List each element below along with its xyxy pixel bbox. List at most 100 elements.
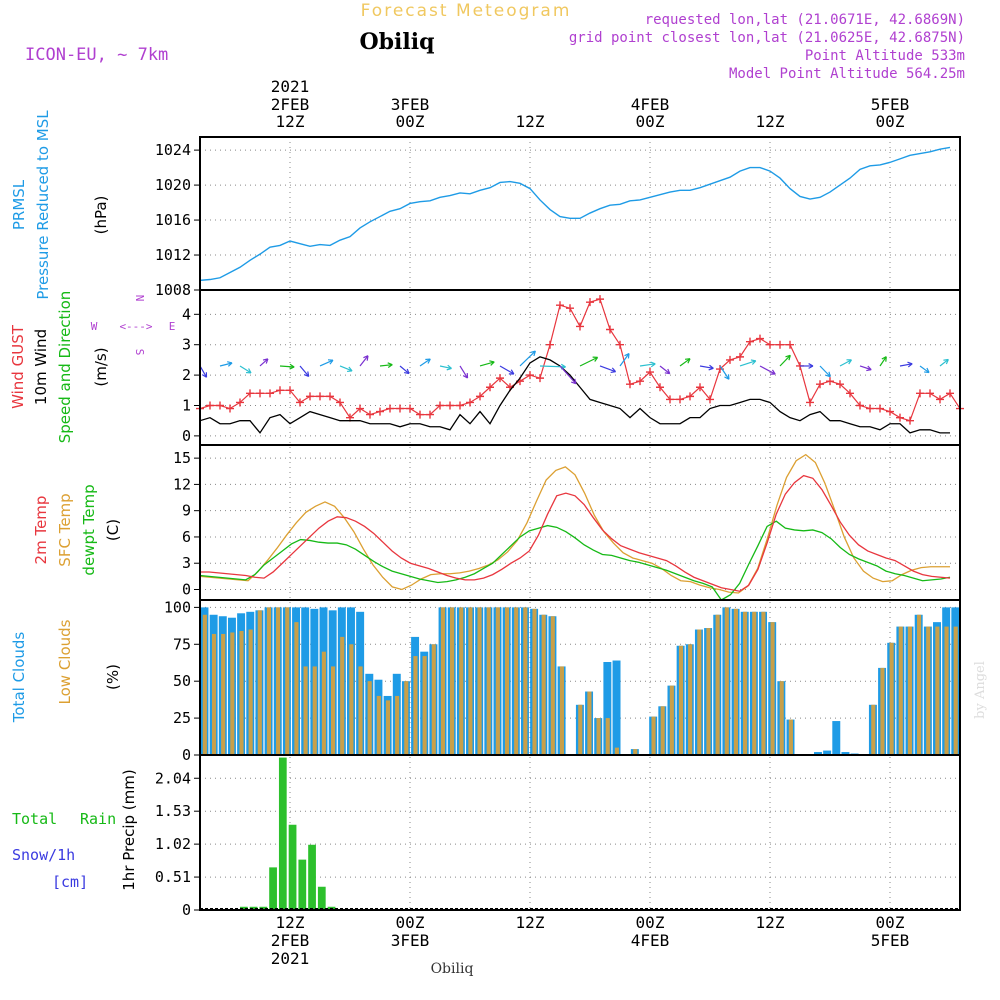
wind-arrow — [379, 364, 393, 367]
low-cloud-bar — [477, 607, 482, 755]
total-cloud-bar — [832, 721, 841, 755]
bottom-tick-label: 2FEB — [271, 931, 310, 950]
gust-marker — [586, 298, 594, 307]
gust-marker — [376, 407, 384, 416]
precip-unit-label: 1hr Precip (mm) — [120, 769, 138, 890]
low-cloud-bar — [495, 607, 500, 755]
wind-arrow-head — [245, 368, 252, 374]
top-tick-label: 2021 — [271, 77, 310, 96]
low-cloud-bar — [559, 666, 565, 755]
precip-bar — [308, 844, 316, 910]
gust-marker — [336, 398, 344, 407]
wind-arrow — [199, 365, 208, 378]
gust-marker — [846, 389, 854, 398]
prmsl-label: PRMSL — [10, 179, 28, 230]
y-tick-label: 4 — [182, 305, 191, 323]
wind-arrow-head — [201, 372, 208, 378]
gust-marker — [316, 392, 324, 401]
gust-marker — [306, 392, 314, 401]
speed-direction-label: Speed and Direction — [56, 291, 74, 444]
wind-arrow-head — [664, 368, 671, 375]
wind-arrow — [919, 365, 930, 374]
gust-marker — [906, 416, 914, 425]
y-axis-ticks: 1008101210161020102401234036912150255075… — [155, 141, 200, 919]
low-cloud-bar — [733, 608, 738, 755]
wind-arrow-head — [924, 367, 930, 374]
gust-marker — [266, 389, 274, 398]
low-cloud-bar — [340, 636, 345, 755]
wind-arrow-head — [303, 371, 310, 377]
y-tick-label: 75 — [173, 635, 191, 653]
dewpt-label: dewpt Temp — [80, 484, 98, 575]
bottom-tick-label: 5FEB — [871, 931, 910, 950]
wind-arrow — [879, 356, 887, 367]
low-cloud-bar — [944, 626, 949, 755]
pressure-line — [199, 146, 951, 282]
low-cloud-bar — [953, 626, 958, 755]
point-altitude: Point Altitude 533m — [805, 48, 965, 64]
wind-arrow — [579, 356, 598, 367]
low-cloud-bar — [266, 607, 272, 755]
low-cloud-bar — [459, 607, 464, 755]
gust-marker — [816, 380, 824, 389]
low-cloud-bar — [523, 607, 528, 755]
wind-arrow — [739, 360, 756, 367]
gust-marker — [646, 368, 654, 377]
low-cloud-bar — [605, 718, 610, 755]
wind-arrow-head — [489, 360, 495, 366]
low-cloud-bar — [468, 607, 473, 755]
gust-marker — [226, 404, 234, 413]
model-altitude: Model Point Altitude 564.25m — [729, 66, 965, 82]
compass-south: S — [133, 349, 146, 356]
wind-arrow-head — [808, 363, 814, 369]
wind-arrow — [719, 365, 730, 380]
wind-arrow — [659, 365, 671, 375]
y-tick-label: 1012 — [155, 246, 191, 264]
wind-panel — [196, 295, 964, 434]
y-tick-label: 1.53 — [155, 802, 191, 820]
wind-arrow — [939, 358, 949, 367]
wind-arrow-head — [446, 364, 452, 371]
gust-marker — [396, 404, 404, 413]
bottom-tick-label: 3FEB — [391, 931, 430, 950]
wind-arrow-head — [571, 378, 577, 385]
gust-marker — [826, 377, 834, 386]
wind-arrow — [679, 358, 691, 367]
top-tick-label: 12Z — [276, 112, 305, 131]
low-cloud-bar — [239, 631, 244, 755]
low-cloud-bar — [935, 626, 940, 755]
top-tick-label: 2FEB — [271, 95, 310, 114]
total-cloud-bar — [841, 752, 850, 755]
top-tick-label: 00Z — [876, 112, 905, 131]
bottom-tick-label: 12Z — [756, 913, 785, 932]
low-cloud-bar — [202, 614, 207, 755]
low-cloud-bar — [669, 685, 674, 755]
wind-arrow-head — [825, 371, 831, 378]
gust-marker — [746, 337, 754, 346]
gust-line — [199, 298, 961, 422]
top-tick-label: 00Z — [396, 112, 425, 131]
clouds-unit-label: (%) — [104, 664, 122, 690]
y-tick-label: 3 — [182, 554, 191, 572]
bottom-tick-label: 2021 — [271, 949, 310, 968]
wind-arrow — [619, 353, 630, 367]
requested-coords: requested lon,lat (21.0671E, 42.6869N) — [645, 12, 965, 28]
top-tick-label: 4FEB — [631, 95, 670, 114]
low-cloud-bar — [230, 632, 235, 755]
wind-arrow-head — [289, 363, 295, 370]
y-tick-label: 1008 — [155, 281, 191, 299]
wind-arrow — [779, 354, 791, 367]
y-tick-label: 15 — [173, 449, 191, 467]
low-cloud-bar — [871, 704, 876, 755]
wind-arrow — [519, 350, 536, 367]
y-tick-label: 1.02 — [155, 835, 191, 853]
low-cloud-bar — [221, 633, 226, 755]
wind10m-label: 10m Wind — [32, 329, 50, 405]
low-cloud-bar — [413, 656, 418, 755]
gust-marker — [326, 392, 334, 401]
y-tick-label: 50 — [173, 672, 191, 690]
gust-marker — [256, 389, 264, 398]
wind-arrow-head — [508, 369, 515, 375]
gust-marker — [636, 377, 644, 386]
y-tick-label: 1024 — [155, 141, 191, 159]
